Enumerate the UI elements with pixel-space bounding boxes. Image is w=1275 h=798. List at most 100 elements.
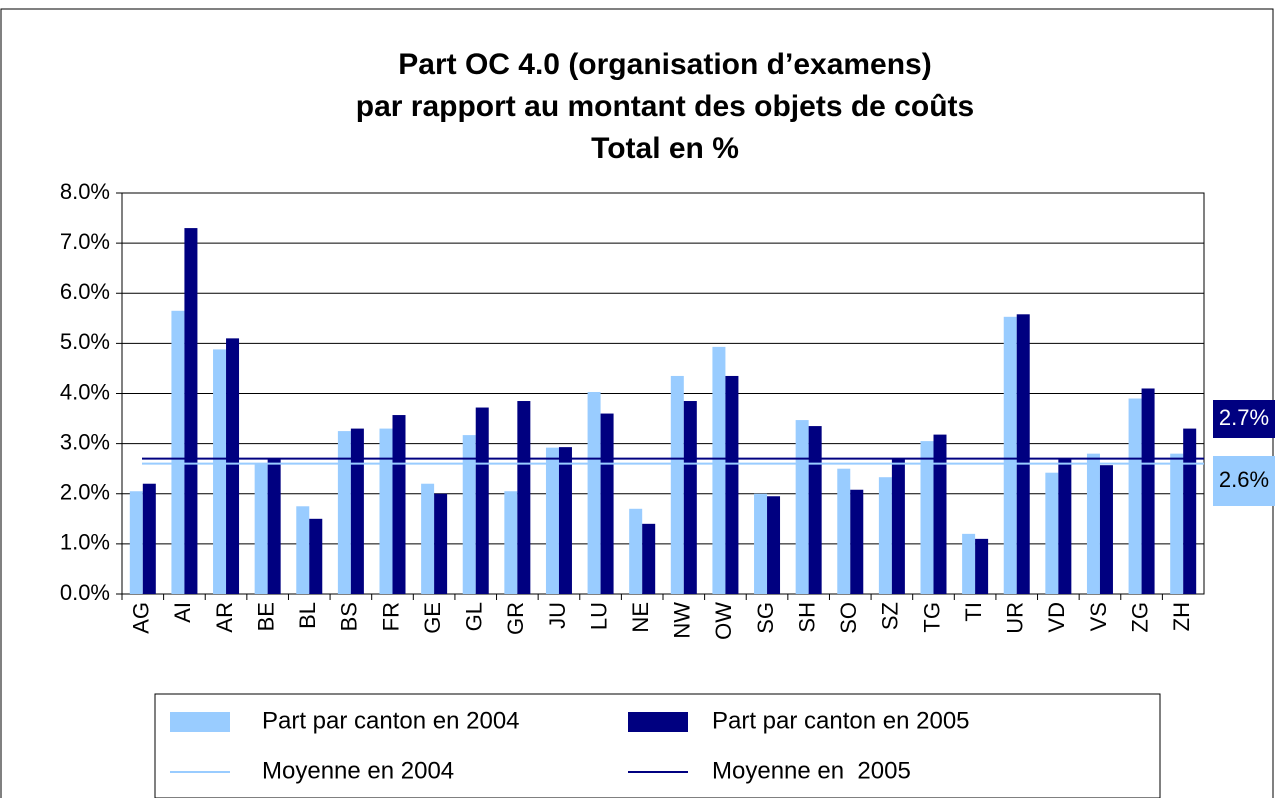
y-tick-label: 8.0%: [60, 179, 110, 204]
bar: [891, 458, 905, 594]
x-tick-label: SZ: [878, 602, 903, 630]
bar: [1183, 428, 1197, 594]
bar: [600, 413, 614, 594]
x-tick-label: ZH: [1169, 602, 1194, 631]
x-tick-label: GL: [462, 602, 487, 631]
bar: [837, 468, 851, 594]
bar: [379, 428, 393, 594]
bar: [629, 508, 643, 594]
y-tick-label: 6.0%: [60, 279, 110, 304]
bar: [725, 375, 739, 594]
mean-label-box: [1213, 400, 1275, 438]
bar: [462, 435, 476, 594]
x-tick-label: AR: [212, 602, 237, 633]
bar: [142, 483, 156, 594]
bar: [392, 415, 406, 594]
legend-label: Moyenne en 2004: [262, 757, 454, 784]
bar: [129, 491, 143, 594]
x-tick-label: TI: [961, 602, 986, 622]
x-tick-label: SG: [753, 602, 778, 634]
x-tick-label: BS: [337, 602, 362, 631]
bar: [1058, 458, 1072, 594]
x-tick-label: VS: [1086, 602, 1111, 631]
bar: [795, 420, 809, 594]
bar: [1045, 472, 1059, 594]
bar: [754, 493, 768, 594]
x-tick-label: NE: [628, 602, 653, 633]
bar: [226, 338, 240, 594]
x-tick-label: BE: [253, 602, 278, 631]
x-tick-label: ZG: [1127, 602, 1152, 633]
bar: [558, 447, 572, 594]
bar: [962, 533, 976, 594]
bar: [850, 489, 864, 594]
y-tick-label: 5.0%: [60, 329, 110, 354]
bar: [767, 496, 781, 594]
bar: [309, 518, 323, 594]
bar: [975, 538, 989, 594]
legend-label: Moyenne en 2005: [712, 757, 911, 784]
legend-swatch: [628, 712, 688, 732]
mean-label: 2.7%: [1219, 405, 1269, 430]
bar: [337, 431, 351, 594]
legend-swatch: [170, 712, 230, 732]
y-tick-label: 1.0%: [60, 530, 110, 555]
bar: [670, 375, 684, 594]
bar: [545, 447, 559, 594]
mean-label-box: [1213, 456, 1275, 506]
bar: [504, 491, 518, 594]
bar: [213, 349, 227, 594]
y-tick-label: 4.0%: [60, 379, 110, 404]
y-tick-label: 0.0%: [60, 580, 110, 605]
x-tick-label: FR: [378, 602, 403, 631]
x-tick-label: VD: [1044, 602, 1069, 633]
chart-title: Part OC 4.0 (organisation d’examens): [398, 48, 931, 81]
legend-label: Part par canton en 2005: [712, 707, 970, 734]
x-tick-label: JU: [545, 602, 570, 629]
bar: [1003, 316, 1017, 594]
bar: [920, 441, 934, 594]
bar: [184, 228, 198, 594]
bar: [587, 391, 601, 594]
y-tick-label: 2.0%: [60, 480, 110, 505]
y-tick-label: 7.0%: [60, 229, 110, 254]
bar: [712, 346, 726, 594]
bar: [254, 463, 268, 594]
bar: [171, 310, 185, 594]
x-tick-label: SH: [794, 602, 819, 633]
x-tick-label: BL: [295, 602, 320, 629]
bar: [1016, 314, 1030, 594]
x-tick-label: TG: [919, 602, 944, 633]
bar: [350, 428, 364, 594]
x-tick-label: AG: [129, 602, 154, 634]
bar: [1099, 465, 1113, 594]
bar: [1141, 388, 1155, 594]
bar: [878, 477, 892, 594]
legend-box: [154, 693, 1161, 798]
x-tick-label: GR: [503, 602, 528, 635]
x-tick-label: NW: [670, 602, 695, 639]
legend-label: Part par canton en 2004: [262, 707, 520, 734]
x-tick-label: LU: [586, 602, 611, 630]
bar: [267, 458, 281, 594]
bar: [642, 523, 656, 594]
x-tick-label: AI: [170, 602, 195, 623]
bar: [1086, 453, 1100, 594]
mean-label: 2.6%: [1219, 467, 1269, 492]
y-tick-label: 3.0%: [60, 429, 110, 454]
x-tick-label: SO: [836, 602, 861, 634]
bar: [683, 401, 697, 594]
bar: [296, 506, 310, 594]
bar: [434, 493, 448, 594]
chart-title: par rapport au montant des objets de coû…: [356, 90, 974, 123]
bar: [808, 426, 822, 594]
bar: [421, 483, 435, 594]
x-tick-label: GE: [420, 602, 445, 634]
bar: [1128, 398, 1142, 594]
bar: [1170, 453, 1184, 594]
bar: [475, 407, 489, 594]
bar: [517, 401, 531, 594]
x-tick-label: UR: [1003, 602, 1028, 634]
